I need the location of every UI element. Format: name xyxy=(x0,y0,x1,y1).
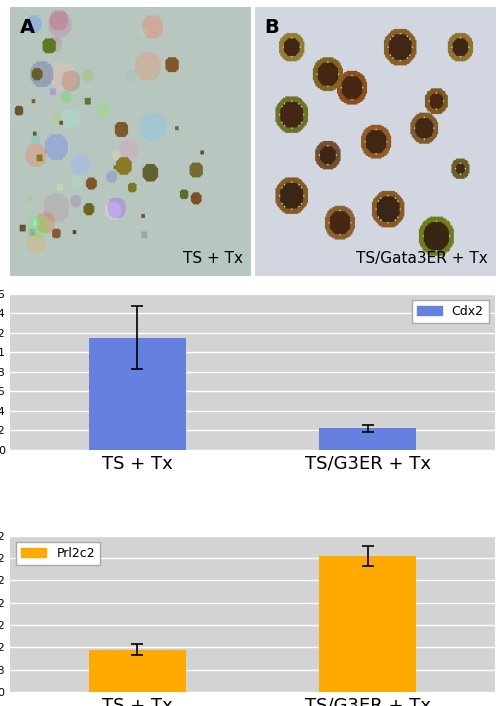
Text: B: B xyxy=(264,18,280,37)
Bar xyxy=(320,556,416,692)
Text: A: A xyxy=(20,18,34,37)
Text: TS/Gata3ER + Tx: TS/Gata3ER + Tx xyxy=(356,251,488,265)
Bar xyxy=(320,429,416,450)
Legend: Cdx2: Cdx2 xyxy=(412,300,489,323)
Legend: Prl2c2: Prl2c2 xyxy=(16,542,100,565)
Bar xyxy=(88,337,186,450)
Bar xyxy=(88,650,186,692)
Text: TS + Tx: TS + Tx xyxy=(183,251,243,265)
